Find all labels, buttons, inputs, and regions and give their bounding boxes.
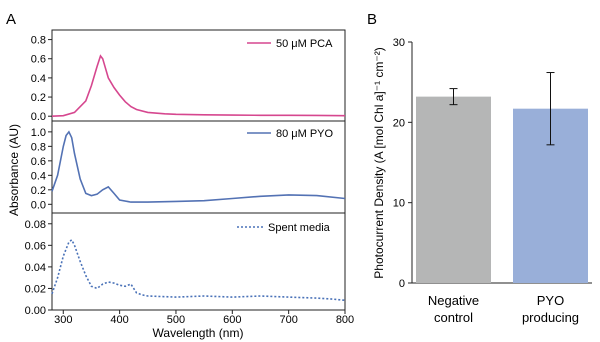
subplot-pyo-y-ticks: 0.0 0.2 0.4 0.6 0.8 1.0 <box>31 127 52 211</box>
bar <box>416 96 491 283</box>
series-line-pyo <box>51 130 346 203</box>
subplot-spent-y-ticks: 0.00 0.02 0.04 0.06 0.08 <box>25 219 52 317</box>
category-label: PYO <box>537 293 564 308</box>
subplot-spent-frame <box>51 212 346 311</box>
panel-a-letter: A <box>6 11 16 28</box>
y-tick-label: 0.4 <box>31 170 46 182</box>
panel-b-letter: B <box>367 11 377 28</box>
y-tick-label-b: 10 <box>393 198 405 210</box>
y-tick-label: 0.0 <box>31 111 46 123</box>
y-axis-label-b: Photocurrent Density (A [mol Chl a]⁻¹ cm… <box>372 47 386 278</box>
y-tick-label: 0.02 <box>25 283 46 295</box>
category-label: control <box>434 310 473 325</box>
y-tick-label: 0.8 <box>31 141 46 153</box>
y-tick-label: 0.2 <box>31 185 46 197</box>
legend-label-spent-media: Spent media <box>268 222 331 234</box>
y-axis-label-a: Absorbance (AU) <box>7 124 21 216</box>
y-tick-label: 1.0 <box>31 127 46 139</box>
x-tick-label: 400 <box>110 314 128 326</box>
panel-b-bars: 0 10 20 30 Negative control PYO producing Phot… <box>372 37 592 325</box>
panel-a-spectra: 0.00.20.40.60.8 0.00.20.40.60.81.0 0.000… <box>7 29 354 340</box>
y-tick-label: 0.6 <box>31 156 46 168</box>
y-tick-label: 0.08 <box>25 219 46 231</box>
series-line-spent-media <box>51 238 346 302</box>
x-tick-label: 800 <box>336 314 354 326</box>
category-label: Negative <box>428 293 479 308</box>
x-tick-label: 600 <box>223 314 241 326</box>
y-axis-ticks-b: 0 10 20 30 <box>393 37 412 290</box>
series-line-pca <box>51 54 346 117</box>
bars <box>416 72 588 283</box>
y-tick-label: 0.04 <box>25 262 46 274</box>
x-axis-ticks: 300 400 500 600 700 800 <box>54 310 354 326</box>
y-tick-label-b: 30 <box>393 37 405 49</box>
category-label: producing <box>522 310 579 325</box>
category-labels: Negative control PYO producing <box>428 293 579 325</box>
y-tick-label-b: 20 <box>393 117 405 129</box>
subplot-pca-y-ticks: 0.0 0.2 0.4 0.6 0.8 <box>31 35 52 123</box>
y-tick-label: 0.8 <box>31 35 46 47</box>
y-tick-label: 0.00 <box>25 305 46 317</box>
y-tick-label: 0.2 <box>31 92 46 104</box>
y-tick-label: 0.6 <box>31 54 46 66</box>
legend-label-pyo: 80 μM PYO <box>276 128 334 140</box>
y-tick-label: 0.0 <box>31 199 46 211</box>
y-tick-label-b: 0 <box>399 278 405 290</box>
y-tick-label: 0.06 <box>25 240 46 252</box>
y-tick-label: 0.4 <box>31 73 46 85</box>
x-tick-label: 700 <box>279 314 297 326</box>
x-tick-label: 500 <box>167 314 185 326</box>
legend-label-pca: 50 μM PCA <box>276 38 333 50</box>
x-axis-label-a: Wavelength (nm) <box>153 326 244 340</box>
x-tick-label: 300 <box>54 314 72 326</box>
